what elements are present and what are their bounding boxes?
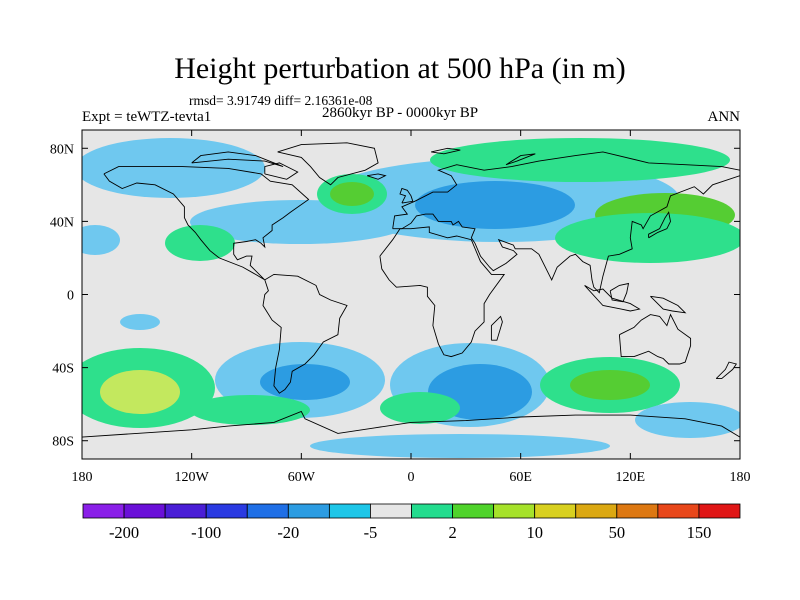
blob-drake-passage — [190, 395, 310, 425]
coast-uk — [399, 187, 414, 204]
coast-svalbard — [431, 147, 461, 155]
coast-baffin — [264, 162, 299, 180]
map-title: Height perturbation at 500 hPa (in m) — [174, 52, 626, 85]
period-label: 2860kyr BP - 0000kyr BP — [322, 105, 479, 121]
colorbar-swatch — [575, 503, 618, 519]
colorbar-swatch — [123, 503, 166, 519]
coast-japan — [648, 211, 671, 239]
lat-tick-label: 40N — [50, 215, 74, 230]
colorbar-swatch — [246, 503, 289, 519]
coast-indonesia — [584, 285, 641, 312]
colorbar-label: 50 — [609, 523, 626, 542]
lon-tick-label: 180 — [730, 470, 751, 485]
colorbar-swatch — [287, 503, 330, 519]
blob-arctic-band — [430, 138, 730, 182]
lat-tick-label: 40S — [52, 362, 74, 377]
season-label: ANN — [707, 109, 741, 125]
blob-eurasia-core — [415, 181, 575, 229]
coast-borneo — [609, 282, 630, 303]
coast-novaya-zemlya — [505, 153, 536, 166]
colorbar-label: -100 — [191, 523, 221, 542]
colorbar-label: 10 — [526, 523, 543, 542]
lat-tick-label: 80N — [50, 142, 74, 157]
coast-africa — [379, 226, 506, 358]
map-area — [82, 130, 740, 459]
blob-south-indian-core — [570, 370, 650, 400]
lat-tick-label: 0 — [67, 289, 74, 304]
colorbar-swatch — [616, 503, 659, 519]
blob-antarctic — [310, 434, 610, 458]
colorbar-swatch — [698, 503, 741, 519]
coast-south-america — [262, 273, 348, 394]
blob-south-pacific-peak — [100, 370, 180, 414]
colorbar-label: -20 — [277, 523, 299, 542]
colorbar-swatch — [205, 503, 248, 519]
blob-west-pacific-north — [82, 225, 120, 255]
colorbar-swatch — [452, 503, 495, 519]
colorbar-swatch — [370, 503, 412, 519]
blob-south-atlantic-green — [380, 392, 460, 424]
colorbar-swatch — [534, 503, 577, 519]
coast-madagascar — [490, 315, 503, 341]
colorbar-swatch — [82, 503, 125, 519]
experiment-label: Expt = teWTZ-tevta1 — [82, 109, 212, 125]
lat-tick-label: 80S — [52, 435, 74, 450]
colorbar-label: 150 — [687, 523, 712, 542]
axis-ticks: 180 120W 60W 0 60E 120E 180 80N 40N 0 40S 80S — [50, 130, 751, 485]
coast-canadian-archipelago — [191, 151, 284, 168]
colorbar-label: -5 — [364, 523, 378, 542]
lon-tick-label: 180 — [72, 470, 93, 485]
coast-new-guinea — [650, 295, 687, 314]
colorbar-swatch — [328, 503, 371, 519]
lon-tick-label: 120W — [175, 470, 210, 485]
coast-greenland — [277, 142, 379, 186]
blob-east-asia-outer — [555, 213, 740, 263]
lon-tick-label: 120E — [616, 470, 646, 485]
blob-north-atlantic-core — [330, 182, 374, 206]
coast-antarctica — [82, 410, 740, 438]
blob-tropical-pacific — [120, 314, 160, 330]
colorbar-label: -200 — [109, 523, 139, 542]
coast-eurasia — [392, 151, 740, 294]
colorbar-label: 2 — [448, 523, 456, 542]
lon-tick-label: 0 — [408, 470, 415, 485]
coastlines — [82, 142, 740, 438]
blob-southern-ocean-east — [635, 402, 740, 438]
coast-new-zealand — [715, 361, 738, 380]
blob-south-pacific-core — [260, 364, 350, 400]
lon-tick-label: 60E — [509, 470, 532, 485]
blob-north-pacific-east — [165, 225, 235, 261]
colorbar-swatch — [164, 503, 207, 519]
lon-tick-label: 60W — [288, 470, 316, 485]
coast-iceland — [366, 173, 387, 180]
blob-north-pacific — [82, 138, 265, 198]
colorbar-swatch — [657, 503, 700, 519]
coast-australia — [618, 313, 692, 365]
coast-north-america — [103, 166, 310, 281]
colorbar-swatch — [493, 503, 536, 519]
colorbar: -200 -100 -20 -5 2 10 50 150 — [82, 503, 741, 542]
statistics-text: rmsd= 3.91749 diff= 2.16361e-08 — [189, 93, 373, 108]
colorbar-swatch — [411, 503, 453, 519]
